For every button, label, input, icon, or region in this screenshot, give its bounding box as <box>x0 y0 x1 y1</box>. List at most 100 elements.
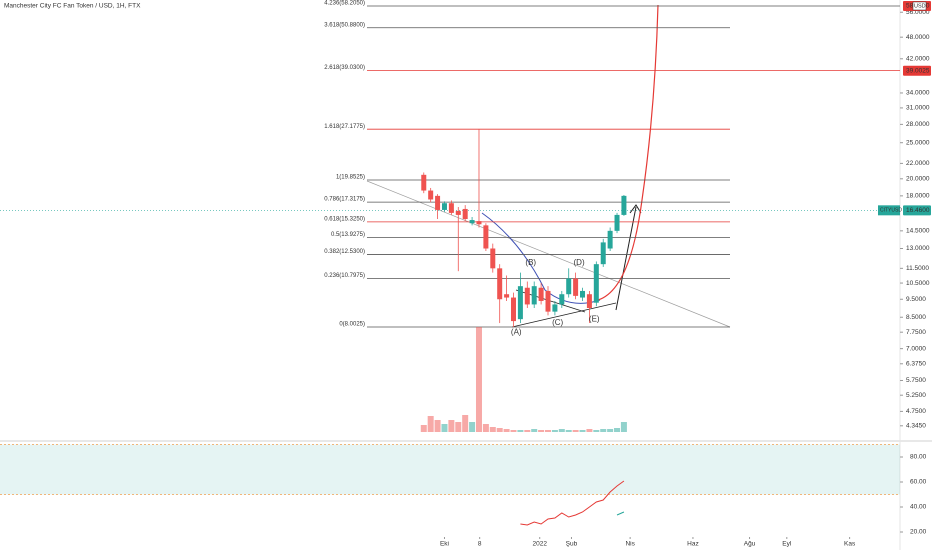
volume-bar <box>620 422 627 432</box>
volume-bar <box>607 429 614 432</box>
currency-badge <box>912 1 927 11</box>
y-tick-label: 7.0000 <box>906 345 926 352</box>
price-badge <box>903 205 931 216</box>
fib-label: 0.382(12.5300) <box>324 249 365 255</box>
volume-bar <box>469 422 476 432</box>
price-badge <box>903 65 931 76</box>
volume-bar <box>434 420 441 432</box>
x-tick-label: Nis <box>625 541 635 548</box>
fib-label: 0.786(17.3175) <box>324 197 365 203</box>
fib-label: 0(8.0025) <box>339 322 365 328</box>
volume-bar <box>496 428 503 432</box>
x-tick-label: Eyl <box>782 541 792 548</box>
x-tick-label: 8 <box>478 541 482 548</box>
volume-bar <box>510 430 517 432</box>
volume-bar <box>531 429 538 432</box>
candle-body <box>580 290 586 298</box>
volume-bar <box>524 430 531 432</box>
candle-body <box>573 278 579 296</box>
price-badge-label: 16.4600 <box>906 207 930 214</box>
volume-bar <box>489 427 496 432</box>
y-tick-label: 9.5000 <box>906 296 926 303</box>
y-tick-label: 6.3750 <box>906 361 926 368</box>
volume-bar <box>565 430 572 432</box>
volume-bar <box>593 430 600 432</box>
fib-label: 1(19.8525) <box>336 175 365 181</box>
wave-label: (E) <box>589 314 600 323</box>
candle-body <box>435 195 441 210</box>
wave-label: (B) <box>525 258 536 267</box>
x-tick-label: Şub <box>566 541 578 548</box>
volume-bar <box>579 430 586 432</box>
y-tick-label: 5.2500 <box>906 392 926 399</box>
wave-label: (C) <box>552 318 563 327</box>
fib-label: 0.618(15.3250) <box>324 216 365 222</box>
candle-body <box>497 268 503 300</box>
x-tick-label: Ağu <box>744 541 756 548</box>
candle-body <box>490 248 496 269</box>
y-tick-label: 20.0000 <box>906 176 930 183</box>
candle-body <box>538 287 544 301</box>
volume-bar <box>586 429 593 432</box>
y-tick-label: 48.0000 <box>906 34 930 41</box>
y-tick-label: 25.0000 <box>906 139 930 146</box>
volume-bar <box>482 424 489 432</box>
symbol-label: CITYUSD <box>880 208 902 214</box>
candle-body <box>545 290 551 312</box>
y-tick-label: 34.0000 <box>906 90 930 97</box>
candle-body <box>510 297 516 322</box>
y-tick-label: 42.0000 <box>906 55 930 62</box>
x-tick-label: Kas <box>844 541 856 548</box>
volume-bar <box>441 424 448 432</box>
y-tick-label: 10.5000 <box>906 280 930 287</box>
candle-body <box>421 174 427 191</box>
wave-label: (A) <box>511 327 522 336</box>
volume-bar <box>448 420 455 432</box>
candle-body <box>552 304 558 312</box>
candle-body <box>531 286 537 305</box>
candle-body <box>607 230 613 249</box>
volume-bar <box>517 430 524 432</box>
y-tick-label: 5.7500 <box>906 377 926 384</box>
x-tick-label: 2022 <box>532 541 547 548</box>
indicator-line <box>616 511 625 516</box>
y-tick-label: 22.0000 <box>906 160 930 167</box>
y-tick-label: 18.0000 <box>906 193 930 200</box>
volume-bar <box>455 422 462 432</box>
y-tick-label: 56.0000 <box>906 9 930 16</box>
candle-body <box>504 294 510 298</box>
candle-body <box>621 195 627 215</box>
volume-bar <box>600 429 607 432</box>
volume-bar <box>462 415 469 432</box>
candle-body <box>614 214 620 231</box>
volume-bar <box>503 429 510 432</box>
y-tick-label: 11.5000 <box>906 265 929 272</box>
candle-body <box>586 294 592 308</box>
wave-label: (D) <box>574 258 585 267</box>
volume-bar <box>558 429 565 432</box>
y-tick-label: 4.7500 <box>906 408 926 415</box>
y-tick-label: 31.0000 <box>906 105 930 112</box>
volume-bar <box>538 430 545 432</box>
candle-body <box>428 190 434 200</box>
rsi-band <box>0 444 900 495</box>
y-tick-label: 40.00 <box>910 504 927 511</box>
fib-label: 1.618(27.1775) <box>324 124 365 130</box>
y-tick-label: 20.00 <box>910 529 927 536</box>
volume-bar <box>420 425 427 432</box>
y-tick-label: 80.00 <box>910 454 927 461</box>
y-tick-label: 8.5000 <box>906 314 926 321</box>
x-tick-label: Eki <box>440 541 449 548</box>
candle-body <box>566 278 572 295</box>
candle-body <box>524 287 530 305</box>
candle-body <box>593 264 599 303</box>
currency-label: USD <box>914 3 926 9</box>
x-tick-label: Haz <box>687 541 699 548</box>
price-badge-label: 39.0025 <box>906 67 930 74</box>
indicator-line <box>520 480 625 526</box>
y-tick-label: 60.00 <box>910 479 927 486</box>
parabolic-curve <box>597 4 659 301</box>
fib-label: 3.618(50.8800) <box>324 22 365 28</box>
